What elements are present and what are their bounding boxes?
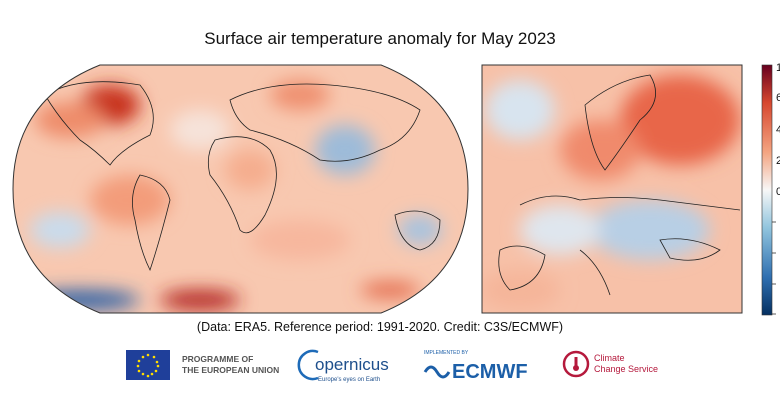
colorbar — [761, 64, 773, 316]
europe-frame — [481, 64, 743, 314]
eu-logo: PROGRAMME OF THE EUROPEAN UNION — [126, 350, 279, 380]
c3s-text: Change Service — [594, 364, 658, 374]
caption: (Data: ERA5. Reference period: 1991-2020… — [197, 320, 563, 334]
ecmwf-logo: IMPLEMENTED BY ECMWF — [423, 350, 528, 383]
copernicus-logo: opernicus Europe's eyes on Earth — [297, 349, 389, 383]
colorbar-label: 2 — [776, 155, 780, 167]
ecmwf-prefix: IMPLEMENTED BY — [424, 350, 469, 356]
title: Surface air temperature anomaly for May … — [204, 29, 556, 48]
colorbar-label: 6 — [776, 92, 780, 104]
colorbar-label: 1 — [776, 62, 780, 74]
colorbar-label: 4 — [776, 124, 780, 136]
europe-map — [482, 65, 742, 313]
eu-text: THE EUROPEAN UNION — [182, 365, 279, 375]
c3s-logo: Climate Change Service — [562, 350, 658, 378]
eu-text: PROGRAMME OF — [182, 354, 253, 364]
copernicus-name: opernicus — [315, 355, 389, 374]
c3s-text: Climate — [594, 353, 625, 363]
world-frame — [12, 64, 469, 314]
colorbar-ticks: 1 6 4 2 0 — [772, 62, 780, 315]
copernicus-tagline: Europe's eyes on Earth — [318, 377, 380, 383]
colorbar-label: 0 — [776, 186, 780, 198]
world-map — [13, 65, 468, 313]
ecmwf-name: ECMWF — [452, 361, 528, 383]
